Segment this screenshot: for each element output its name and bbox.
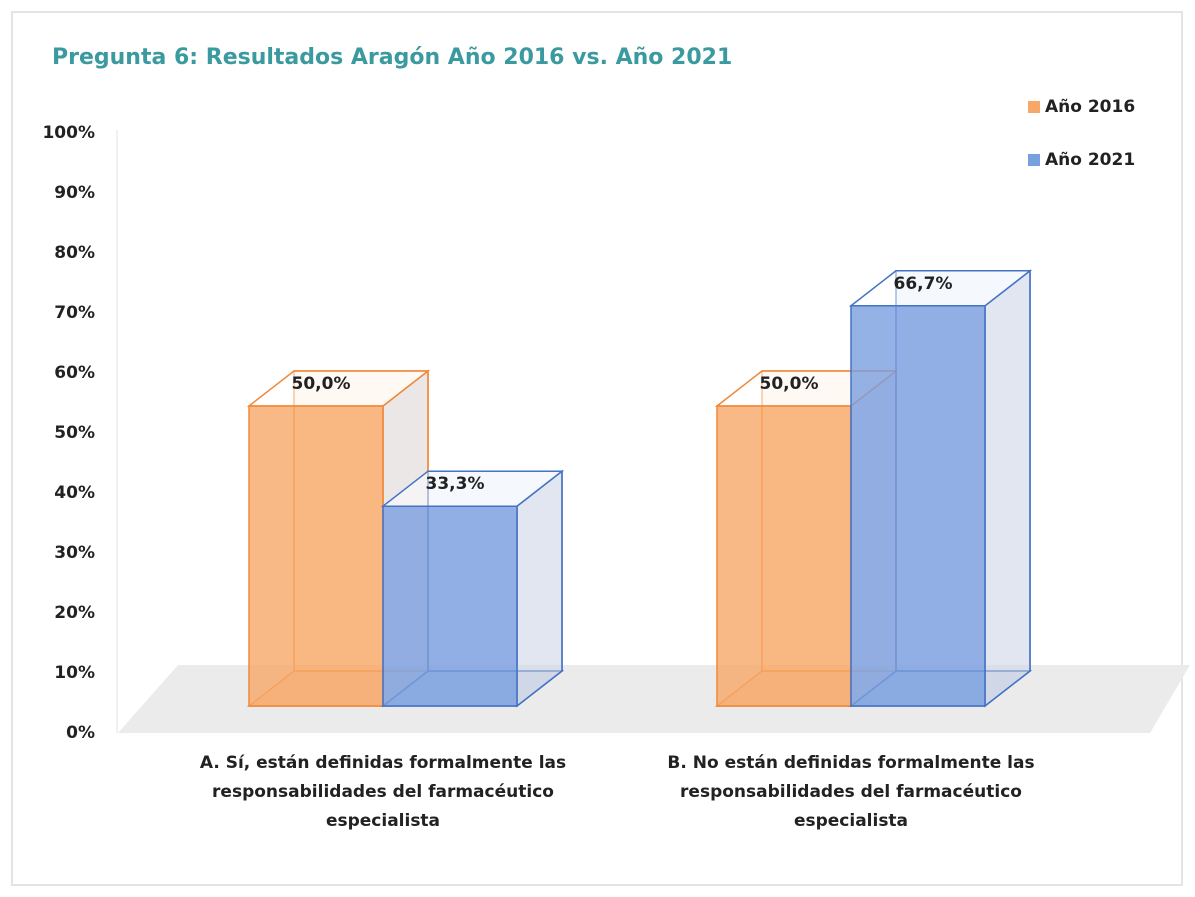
y-tick-label: 70% [54, 303, 95, 323]
y-tick-label: 100% [42, 123, 95, 143]
y-tick-label: 10% [54, 663, 95, 683]
data-label: 66,7% [894, 274, 953, 294]
y-tick-label: 40% [54, 483, 95, 503]
y-tick-label: 30% [54, 543, 95, 563]
y-tick-label: 60% [54, 363, 95, 383]
y-tick-label: 20% [54, 603, 95, 623]
legend-swatch [1028, 154, 1040, 166]
chart-title: Pregunta 6: Resultados Aragón Año 2016 v… [52, 45, 732, 70]
x-tick-label: B. No están definidas formalmente las res… [667, 753, 1034, 831]
data-label: 50,0% [292, 374, 351, 394]
bar-side [516, 469, 563, 708]
bar [380, 469, 565, 708]
bar-front [248, 405, 384, 707]
bar-front [850, 305, 986, 707]
legend-swatch [1028, 101, 1040, 113]
bar-side [984, 269, 1031, 708]
bar-front [716, 405, 852, 707]
legend-label: Año 2016 [1045, 97, 1135, 117]
legend-label: Año 2021 [1045, 150, 1135, 170]
y-tick-label: 0% [66, 723, 95, 743]
y-tick-label: 50% [54, 423, 95, 443]
x-tick-label: A. Sí, están definidas formalmente las re… [200, 753, 566, 831]
bar [848, 269, 1033, 708]
y-tick-label: 80% [54, 243, 95, 263]
data-label: 33,3% [426, 474, 485, 494]
y-tick-label: 90% [54, 183, 95, 203]
data-label: 50,0% [760, 374, 819, 394]
bar-front [382, 505, 518, 707]
